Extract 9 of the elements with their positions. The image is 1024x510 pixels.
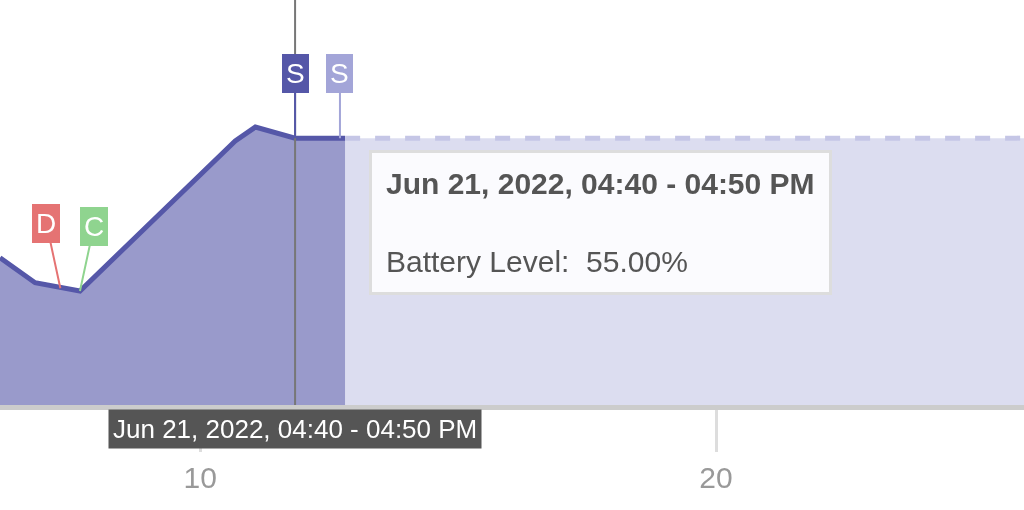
annotation: S bbox=[286, 58, 305, 89]
annotation: Battery Level: 55.00% bbox=[386, 245, 688, 278]
annotation: S bbox=[330, 58, 349, 89]
annotation: C bbox=[84, 211, 105, 242]
text: Jun 21, 2022, 04:40 - 04:50 PM bbox=[113, 414, 478, 444]
annotation: Jun 21, 2022, 04:40 - 04:50 PM bbox=[386, 167, 815, 200]
annotation: D bbox=[36, 208, 57, 239]
x-tick-label: 20 bbox=[699, 461, 733, 494]
x-tick-label: 10 bbox=[183, 461, 217, 494]
